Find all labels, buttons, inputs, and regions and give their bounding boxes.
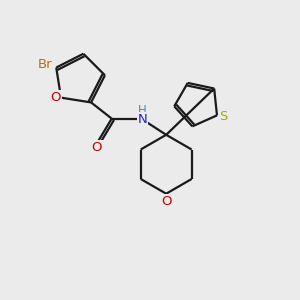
Text: Br: Br [38,58,52,71]
Text: O: O [50,91,61,104]
Text: S: S [219,110,228,123]
Text: O: O [161,195,171,208]
Text: H: H [138,104,147,117]
Text: O: O [92,141,102,154]
Text: N: N [138,113,148,126]
